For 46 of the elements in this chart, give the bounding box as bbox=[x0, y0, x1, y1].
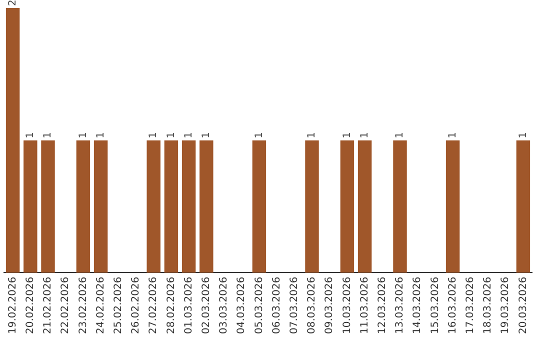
x-tick-label: 19.03.2026 bbox=[500, 276, 512, 334]
data-label: 2 bbox=[7, 0, 18, 6]
data-label: 1 bbox=[394, 132, 406, 138]
data-label: 1 bbox=[42, 132, 54, 138]
x-tick-label: 10.03.2026 bbox=[342, 276, 353, 334]
x-tick-label: 17.03.2026 bbox=[464, 276, 476, 334]
x-tick-label: 23.02.2026 bbox=[78, 276, 89, 334]
x-tick-label: 14.03.2026 bbox=[412, 276, 424, 334]
data-label: 1 bbox=[359, 132, 370, 138]
x-tick-label: 18.03.2026 bbox=[482, 276, 494, 334]
data-label: 1 bbox=[183, 132, 194, 138]
x-tick-label: 07.03.2026 bbox=[288, 276, 300, 334]
x-tick-label: 25.02.2026 bbox=[112, 276, 124, 334]
x-tick-label: 13.03.2026 bbox=[394, 276, 406, 334]
data-label: 1 bbox=[447, 132, 458, 138]
x-tick-label: 12.03.2026 bbox=[376, 276, 388, 334]
x-tick-label: 08.03.2026 bbox=[306, 276, 318, 334]
x-tick-label: 28.02.2026 bbox=[166, 276, 177, 334]
x-tick-label: 21.02.2026 bbox=[42, 276, 54, 334]
x-tick-label: 06.03.2026 bbox=[271, 276, 282, 334]
data-label: 1 bbox=[166, 132, 177, 138]
x-tick-label: 22.02.2026 bbox=[60, 276, 72, 334]
data-label: 1 bbox=[78, 132, 89, 138]
data-label: 1 bbox=[200, 132, 212, 138]
x-tick-label: 19.02.2026 bbox=[7, 276, 18, 334]
x-tick-label: 27.02.2026 bbox=[148, 276, 160, 334]
x-tick-label: 03.03.2026 bbox=[218, 276, 230, 334]
data-label: 1 bbox=[306, 132, 318, 138]
x-tick-label: 16.03.2026 bbox=[447, 276, 458, 334]
x-tick-label: 05.03.2026 bbox=[254, 276, 265, 334]
x-tick-label: 20.03.2026 bbox=[518, 276, 529, 334]
data-label: 1 bbox=[518, 132, 529, 138]
data-label: 1 bbox=[24, 132, 36, 138]
x-tick-label: 15.03.2026 bbox=[430, 276, 441, 334]
x-tick-label: 01.03.2026 bbox=[183, 276, 194, 334]
x-tick-label: 02.03.2026 bbox=[200, 276, 212, 334]
data-label: 1 bbox=[254, 132, 265, 138]
x-tick-label: 11.03.2026 bbox=[359, 276, 370, 334]
data-label: 1 bbox=[342, 132, 353, 138]
x-tick-label: 09.03.2026 bbox=[324, 276, 336, 334]
x-tick-label: 24.02.2026 bbox=[95, 276, 106, 334]
x-tick-label: 20.02.2026 bbox=[24, 276, 36, 334]
x-tick-label: 26.02.2026 bbox=[130, 276, 142, 334]
data-label: 1 bbox=[148, 132, 160, 138]
data-label: 1 bbox=[95, 132, 106, 138]
x-tick-label: 04.03.2026 bbox=[236, 276, 248, 334]
